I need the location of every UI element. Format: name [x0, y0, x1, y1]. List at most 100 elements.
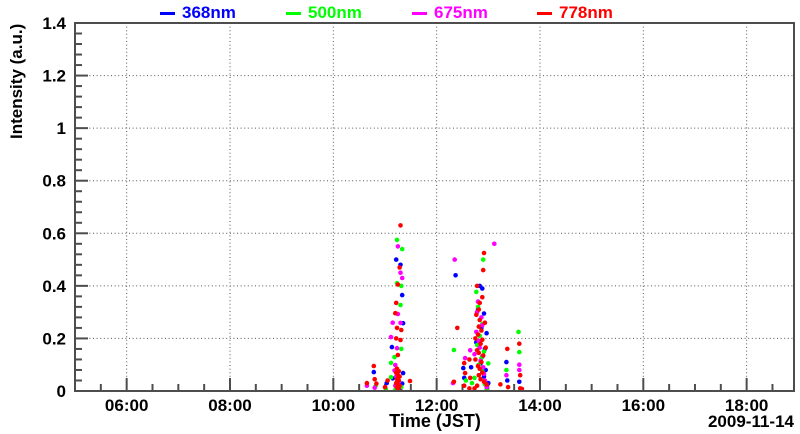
data-point-368nm	[517, 379, 522, 385]
data-point-778nm	[477, 366, 483, 372]
data-point-500nm	[517, 349, 522, 355]
y-tick-label: 0	[57, 382, 66, 401]
data-point-778nm	[476, 324, 482, 329]
data-point-675nm	[480, 365, 486, 370]
data-point-778nm	[397, 265, 402, 270]
data-point-778nm	[396, 378, 402, 383]
data-point-778nm	[393, 310, 398, 316]
data-point-500nm	[392, 354, 397, 360]
legend-label: 778nm	[559, 3, 613, 22]
data-point-778nm	[461, 360, 467, 366]
data-point-778nm	[505, 384, 511, 390]
data-point-778nm	[393, 300, 399, 306]
data-point-675nm	[393, 362, 398, 368]
y-tick-label: 1.2	[42, 67, 66, 86]
plot-frame	[74, 22, 795, 392]
legend-dash-icon	[286, 11, 301, 15]
legend-label: 368nm	[182, 3, 236, 22]
x-tick-label: 14:00	[518, 396, 561, 415]
data-point-778nm	[395, 282, 401, 287]
data-point-778nm	[372, 376, 378, 382]
data-point-778nm	[479, 359, 484, 365]
data-point-778nm	[371, 363, 377, 369]
data-point-778nm	[397, 374, 402, 379]
data-point-778nm	[397, 383, 402, 389]
data-point-778nm	[498, 382, 503, 387]
data-point-368nm	[461, 365, 466, 371]
data-point-368nm	[468, 365, 474, 370]
y-axis-title: Intensity (a.u.)	[7, 23, 26, 139]
data-point-778nm	[399, 327, 404, 333]
data-point-368nm	[389, 344, 395, 350]
data-point-675nm	[467, 348, 473, 353]
legend-dash-icon	[412, 11, 427, 15]
data-point-368nm	[453, 273, 458, 278]
data-point-500nm	[480, 257, 486, 262]
data-point-500nm	[472, 375, 477, 381]
data-point-675nm	[504, 372, 509, 378]
data-point-675nm	[395, 244, 401, 249]
data-point-778nm	[374, 381, 379, 386]
data-point-778nm	[477, 300, 483, 306]
data-point-778nm	[517, 372, 523, 378]
data-point-778nm	[461, 383, 467, 389]
data-point-778nm	[480, 267, 486, 273]
data-point-368nm	[393, 257, 399, 262]
data-point-500nm	[399, 346, 404, 352]
data-point-778nm	[396, 369, 402, 374]
x-axis-title: Time (JST)	[389, 411, 481, 431]
data-point-500nm	[399, 246, 405, 252]
data-point-368nm	[481, 311, 487, 316]
data-point-778nm	[393, 336, 399, 341]
data-point-778nm	[476, 307, 482, 312]
data-point-675nm	[394, 345, 400, 351]
y-tick-label: 1.4	[42, 14, 66, 33]
data-point-675nm	[390, 320, 396, 326]
data-point-778nm	[407, 378, 413, 384]
data-point-675nm	[462, 355, 468, 361]
data-point-675nm	[517, 362, 522, 368]
y-tick-label: 0.2	[42, 329, 66, 348]
data-point-778nm	[474, 383, 480, 389]
data-point-368nm	[504, 359, 509, 365]
x-tick-label: 08:00	[208, 396, 251, 415]
data-point-500nm	[486, 361, 491, 366]
data-point-778nm	[395, 352, 401, 358]
data-point-778nm	[517, 341, 522, 347]
y-tick-label: 0.8	[42, 172, 66, 191]
y-tick-label: 0.4	[42, 277, 66, 296]
data-point-778nm	[385, 378, 390, 383]
data-point-778nm	[481, 250, 487, 256]
data-point-778nm	[483, 345, 489, 350]
data-point-778nm	[479, 328, 484, 333]
data-point-778nm	[474, 312, 479, 318]
legend-item-368nm: 368nm	[160, 3, 236, 23]
data-point-778nm	[478, 341, 483, 347]
data-point-368nm	[505, 378, 510, 383]
legend: 368nm 500nm 675nm 778nm	[0, 0, 800, 22]
date-label: 2009-11-14	[707, 412, 794, 431]
x-tick-label: 10:00	[312, 396, 355, 415]
data-point-778nm	[467, 375, 473, 381]
data-point-368nm	[480, 286, 485, 291]
data-point-778nm	[505, 346, 510, 352]
data-point-368nm	[371, 369, 377, 375]
data-point-778nm	[480, 294, 485, 300]
data-point-500nm	[451, 347, 457, 353]
data-point-500nm	[469, 380, 475, 386]
data-point-500nm	[504, 367, 509, 373]
data-point-675nm	[399, 275, 405, 281]
data-point-778nm	[451, 379, 457, 385]
data-point-778nm	[477, 317, 483, 323]
x-tick-label: 16:00	[622, 396, 665, 415]
data-point-778nm	[394, 325, 400, 331]
data-point-500nm	[516, 329, 521, 335]
data-point-778nm	[484, 382, 489, 387]
data-point-778nm	[398, 223, 403, 228]
data-point-500nm	[388, 360, 394, 366]
data-point-778nm	[478, 376, 483, 382]
legend-item-500nm: 500nm	[286, 3, 362, 23]
data-point-500nm	[398, 302, 403, 308]
